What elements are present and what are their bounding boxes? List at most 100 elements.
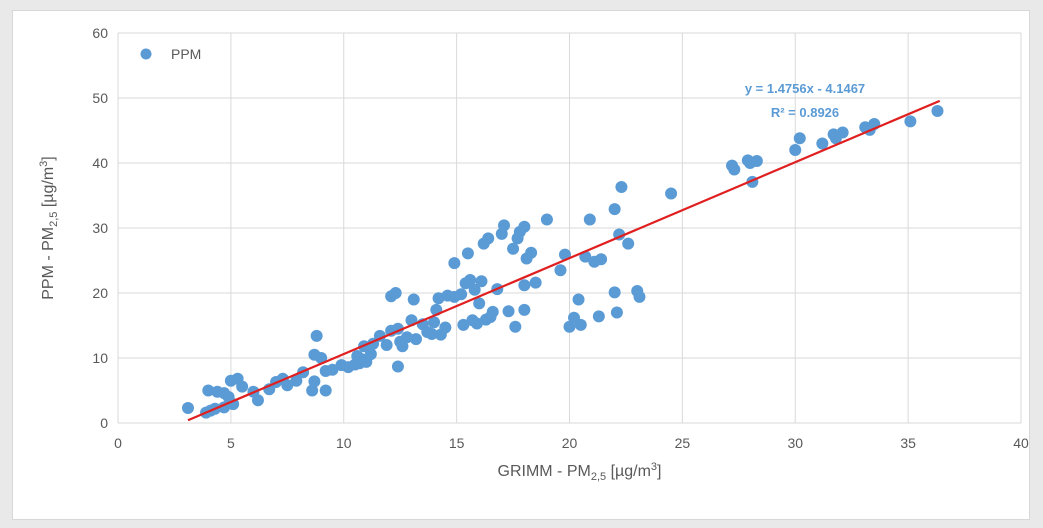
data-point [507, 242, 520, 255]
data-point [498, 219, 511, 232]
data-point [665, 187, 678, 200]
data-point [592, 310, 605, 323]
x-tick-label: 20 [562, 435, 578, 451]
y-tick-label: 0 [100, 415, 108, 431]
data-point [290, 374, 303, 387]
scatter-chart: 0 10 20 30 40 50 60 0 5 10 15 20 25 30 35 40 y = 1.475… [38, 25, 1029, 483]
data-point [380, 339, 393, 351]
data-point [432, 292, 445, 305]
data-point [615, 181, 628, 194]
data-points [181, 105, 944, 419]
data-point [931, 105, 944, 117]
x-tick-label: 35 [900, 435, 916, 451]
x-tick-label: 30 [787, 435, 803, 451]
y-axis-title-subscript: 2,5 [48, 212, 60, 227]
data-point [439, 321, 452, 334]
data-point [236, 380, 249, 393]
x-tick-label: 15 [449, 435, 465, 451]
data-point [595, 253, 608, 266]
y-tick-label: 30 [92, 220, 108, 236]
data-point [428, 316, 441, 329]
y-tick-labels: 0 10 20 30 40 50 60 [92, 25, 108, 431]
data-point [181, 402, 194, 415]
data-point [540, 213, 553, 226]
y-tick-label: 60 [92, 25, 108, 41]
trendline-equation: y = 1.4756x - 4.1467 [745, 81, 865, 96]
y-axis-title-unit: [µg/m [40, 167, 57, 212]
data-point [572, 293, 585, 306]
x-tick-label: 10 [336, 435, 352, 451]
y-tick-label: 20 [92, 285, 108, 301]
legend-label: PPM [171, 46, 201, 62]
data-point [904, 115, 917, 128]
data-point [554, 264, 567, 277]
y-axis-title-end: ] [40, 156, 57, 160]
data-point [789, 144, 802, 156]
data-point [310, 329, 323, 342]
data-point [326, 363, 339, 376]
data-point [461, 247, 474, 260]
data-point [482, 232, 495, 245]
x-tick-label: 25 [675, 435, 691, 451]
x-tick-label: 40 [1013, 435, 1029, 451]
data-point [518, 220, 531, 233]
data-point [468, 283, 481, 296]
data-point [202, 384, 215, 397]
data-point [486, 305, 499, 318]
y-tick-label: 10 [92, 350, 108, 366]
x-tick-label: 0 [114, 435, 122, 451]
data-point [400, 331, 413, 344]
legend: PPM [140, 46, 201, 62]
data-point [315, 352, 328, 364]
data-point [389, 287, 402, 299]
data-point [518, 303, 531, 316]
data-point [529, 276, 542, 289]
data-point [473, 297, 486, 310]
data-point [793, 132, 806, 145]
x-axis-title: GRIMM - PM2,5 [µg/m3] [498, 461, 662, 483]
data-point [608, 203, 621, 216]
data-point [448, 257, 461, 270]
data-point [308, 375, 321, 388]
grid [117, 32, 1022, 424]
x-tick-labels: 0 5 10 15 20 25 30 35 40 [114, 435, 1029, 451]
x-axis-title-superscript: 3 [651, 461, 657, 473]
y-axis-title-main: PPM - PM [40, 227, 57, 300]
data-point [281, 379, 294, 392]
x-axis-title-main: GRIMM - PM [498, 463, 591, 480]
y-tick-label: 50 [92, 90, 108, 106]
x-tick-label: 5 [227, 435, 235, 451]
data-point [251, 394, 264, 407]
trendline [187, 99, 941, 422]
x-axis-title-end: ] [657, 463, 661, 480]
data-point [574, 318, 587, 331]
data-point [425, 327, 438, 340]
y-axis-title-superscript: 3 [38, 161, 50, 167]
trendline-r-squared: R² = 0.8926 [771, 105, 839, 120]
data-point [525, 246, 538, 259]
data-point [364, 348, 377, 361]
data-point [455, 288, 468, 301]
data-point [391, 360, 404, 373]
data-point [396, 340, 409, 353]
data-point [622, 237, 635, 250]
data-point [816, 137, 829, 150]
data-point [583, 213, 596, 226]
chart-frame: 0 10 20 30 40 50 60 0 5 10 15 20 25 30 35 40 y = 1.475… [12, 10, 1030, 520]
data-point [306, 384, 319, 397]
data-point [509, 320, 522, 333]
data-point [409, 333, 422, 346]
data-point [407, 293, 420, 306]
legend-marker [140, 48, 152, 60]
y-tick-label: 40 [92, 155, 108, 171]
x-axis-title-subscript: 2,5 [591, 471, 606, 483]
data-point [475, 275, 488, 288]
data-point [319, 384, 332, 397]
data-point [502, 305, 515, 318]
y-axis-title: PPM - PM2,5 [µg/m3] [38, 156, 60, 300]
data-point [222, 391, 235, 403]
data-point [518, 279, 531, 292]
data-point [464, 274, 477, 286]
data-point [457, 318, 470, 331]
data-point [728, 163, 741, 176]
